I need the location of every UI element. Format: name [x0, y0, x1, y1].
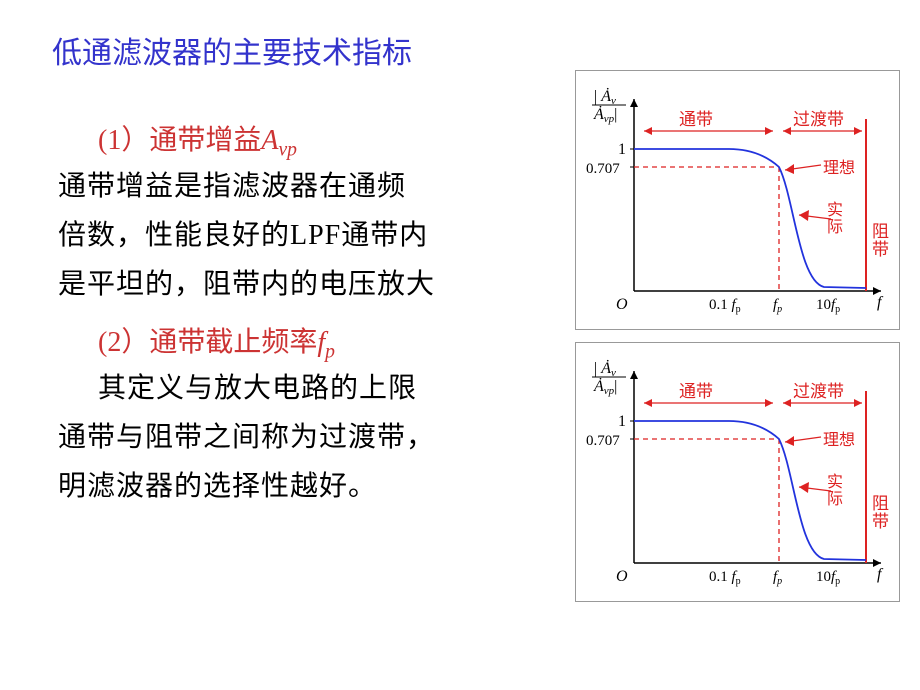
tick-label-1: 1: [618, 413, 626, 430]
y-axis-label: | Ȧv: [594, 87, 616, 107]
section-2-heading: (2）通带截止频率fp: [98, 320, 558, 364]
label-stopband: 阻带: [872, 222, 889, 259]
subscript-p: p: [325, 342, 335, 363]
section-1-line3: 是平坦的，阻带内的电压放大: [58, 260, 538, 309]
transition-arrow-left-icon: [783, 399, 791, 407]
section-2-line3: 明滤波器的选择性越好。: [58, 462, 538, 511]
xtick-01fp: 0.1 fp: [709, 297, 741, 315]
origin-label: O: [616, 568, 628, 585]
heading-1-text: (1）通带增益: [98, 125, 261, 156]
transition-arrow-left-icon: [783, 127, 791, 135]
actual-pointer-arrow-icon: [799, 210, 809, 221]
subscript-vp: vp: [278, 140, 297, 161]
xtick-fp: fp: [773, 297, 782, 315]
label-ideal: 理想: [823, 159, 855, 177]
ideal-pointer-arrow-icon: [785, 436, 794, 446]
xtick-fp: fp: [773, 569, 782, 587]
y-axis-label-denom: Ȧvp|: [593, 377, 617, 397]
section-2-line2: 通带与阻带之间称为过渡带，: [58, 413, 538, 462]
label-actual: 实际: [827, 201, 843, 236]
section-1-line1: 通带增益是指滤波器在通频: [86, 162, 538, 211]
passband-arrow-left-icon: [644, 399, 652, 407]
tick-label-0707: 0.707: [586, 433, 620, 449]
lpf-response-chart-1: | Ȧv Ȧvp| 1 0.707 O 0.1 fp fp 10fp f 通…: [575, 70, 900, 330]
passband-arrow-left-icon: [644, 127, 652, 135]
label-transition: 过渡带: [793, 110, 844, 129]
y-axis-label: | Ȧv: [594, 359, 616, 379]
y-axis-arrow-icon: [630, 99, 638, 107]
transition-arrow-right-icon: [854, 127, 862, 135]
label-passband: 通带: [679, 110, 713, 129]
xtick-10fp: 10fp: [816, 569, 840, 587]
passband-arrow-right-icon: [765, 399, 773, 407]
x-axis-label: f: [877, 566, 884, 583]
origin-label: O: [616, 296, 628, 313]
section-1-heading: (1）通带增益Avp: [98, 118, 558, 162]
label-passband: 通带: [679, 382, 713, 401]
section-1: (1）通带增益Avp 通带增益是指滤波器在通频 倍数，性能良好的LPF通带内 是…: [58, 118, 558, 309]
tick-label-1: 1: [618, 141, 626, 158]
section-2-line1: 其定义与放大电路的上限: [98, 364, 538, 413]
tick-label-0707: 0.707: [586, 161, 620, 177]
label-stopband: 阻带: [872, 494, 889, 531]
symbol-f: f: [317, 327, 325, 358]
xtick-10fp: 10fp: [816, 297, 840, 315]
section-1-line2: 倍数，性能良好的LPF通带内: [58, 211, 538, 260]
chart-svg: | Ȧv Ȧvp| 1 0.707 O 0.1 fp fp 10fp f 通…: [576, 71, 901, 331]
xtick-01fp: 0.1 fp: [709, 569, 741, 587]
actual-pointer-arrow-icon: [799, 482, 809, 493]
page-title: 低通滤波器的主要技术指标: [52, 28, 412, 72]
y-axis-arrow-icon: [630, 371, 638, 379]
label-actual: 实际: [827, 473, 843, 508]
x-axis-label: f: [877, 294, 884, 311]
label-ideal: 理想: [823, 431, 855, 449]
lpf-response-chart-2: | Ȧv Ȧvp| 1 0.707 O 0.1 fp fp 10fp f 通…: [575, 342, 900, 602]
transition-arrow-right-icon: [854, 399, 862, 407]
chart-svg: | Ȧv Ȧvp| 1 0.707 O 0.1 fp fp 10fp f 通…: [576, 343, 901, 603]
passband-arrow-right-icon: [765, 127, 773, 135]
ideal-pointer-arrow-icon: [785, 164, 794, 174]
y-axis-label-denom: Ȧvp|: [593, 105, 617, 125]
label-transition: 过渡带: [793, 382, 844, 401]
heading-2-text: (2）通带截止频率: [98, 327, 317, 358]
section-2: (2）通带截止频率fp 其定义与放大电路的上限 通带与阻带之间称为过渡带， 明滤…: [58, 320, 558, 511]
symbol-A: A: [261, 125, 278, 156]
